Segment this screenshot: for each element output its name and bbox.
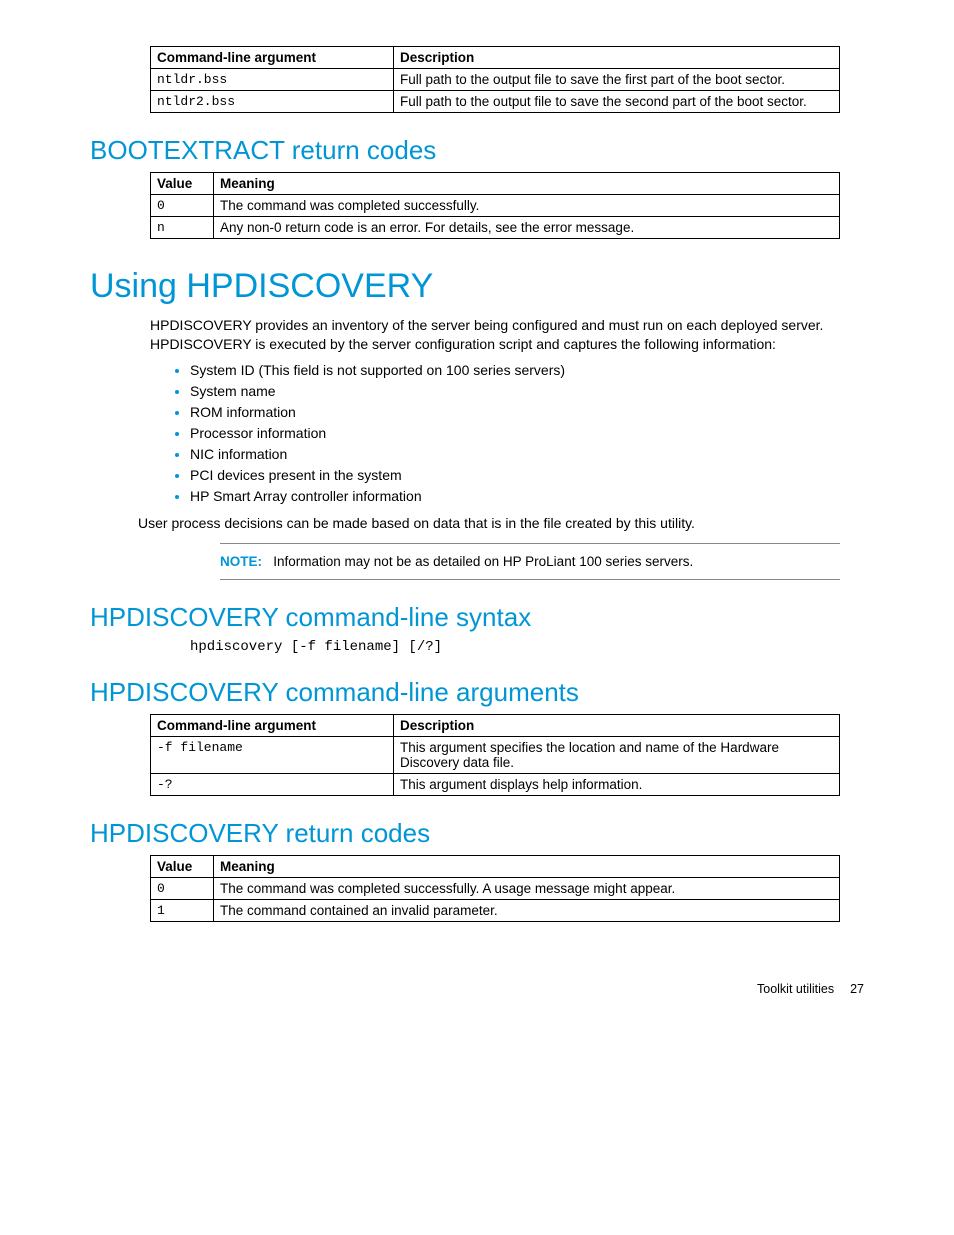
syntax-line: hpdiscovery [-f filename] [/?] (190, 639, 864, 655)
col-header: Value (151, 173, 214, 195)
bootextract-files-table: Command-line argument Description ntldr.… (150, 46, 840, 113)
heading-syntax: HPDISCOVERY command-line syntax (90, 602, 864, 633)
table-row: 0 The command was completed successfully… (151, 195, 840, 217)
info-list: System ID (This field is not supported o… (170, 362, 864, 504)
list-item: NIC information (190, 446, 864, 462)
list-item: System name (190, 383, 864, 399)
page-footer: Toolkit utilities 27 (90, 982, 864, 996)
table-row: 0 The command was completed successfully… (151, 877, 840, 899)
list-item: System ID (This field is not supported o… (190, 362, 864, 378)
col-header: Command-line argument (151, 714, 394, 736)
hpdiscovery-return-table: Value Meaning 0 The command was complete… (150, 855, 840, 922)
hpdiscovery-args-table: Command-line argument Description -f fil… (150, 714, 840, 796)
table-row: -? This argument displays help informati… (151, 773, 840, 795)
user-process-text: User process decisions can be made based… (138, 514, 864, 533)
col-header: Meaning (214, 855, 840, 877)
list-item: PCI devices present in the system (190, 467, 864, 483)
heading-args: HPDISCOVERY command-line arguments (90, 677, 864, 708)
table-row: ntldr2.bss Full path to the output file … (151, 91, 840, 113)
heading-bootextract-return: BOOTEXTRACT return codes (90, 135, 864, 166)
col-header: Description (394, 47, 840, 69)
note-label: NOTE: (220, 554, 262, 569)
note-block: NOTE: Information may not be as detailed… (220, 543, 840, 580)
table-row: -f filename This argument specifies the … (151, 736, 840, 773)
list-item: ROM information (190, 404, 864, 420)
col-header: Command-line argument (151, 47, 394, 69)
intro-paragraph: HPDISCOVERY provides an inventory of the… (150, 316, 864, 354)
heading-using-hpdiscovery: Using HPDISCOVERY (90, 267, 864, 306)
list-item: Processor information (190, 425, 864, 441)
col-header: Meaning (214, 173, 840, 195)
note-text: Information may not be as detailed on HP… (273, 554, 693, 569)
bootextract-return-table: Value Meaning 0 The command was complete… (150, 172, 840, 239)
col-header: Value (151, 855, 214, 877)
list-item: HP Smart Array controller information (190, 488, 864, 504)
table-row: 1 The command contained an invalid param… (151, 899, 840, 921)
table-row: n Any non-0 return code is an error. For… (151, 217, 840, 239)
table-row: ntldr.bss Full path to the output file t… (151, 69, 840, 91)
heading-return: HPDISCOVERY return codes (90, 818, 864, 849)
col-header: Description (394, 714, 840, 736)
